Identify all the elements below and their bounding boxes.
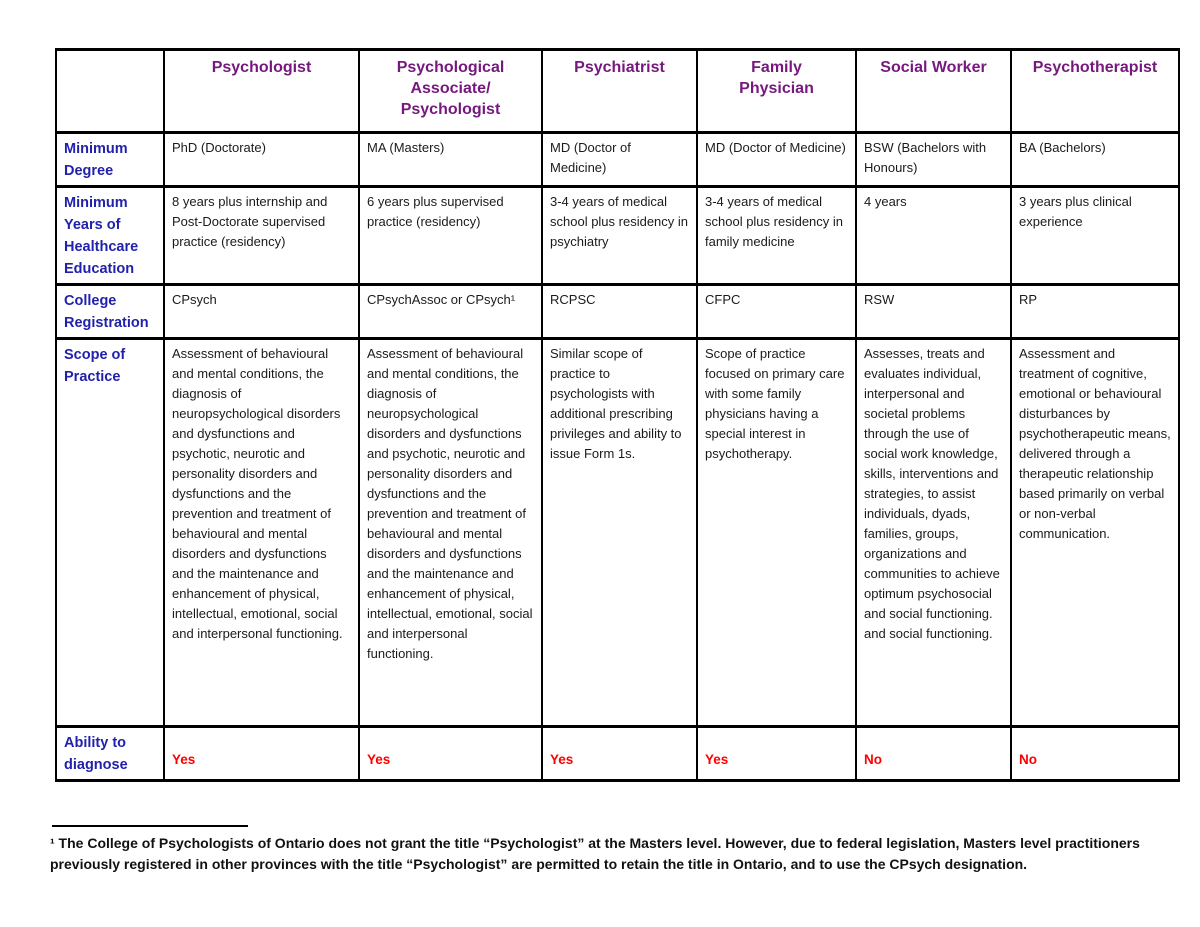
cell-min-years-psychological-associate: 6 years plus supervised practice (reside… [358, 185, 543, 286]
cell-min-degree-social-worker: BSW (Bachelors with Honours) [855, 131, 1012, 188]
cell-scope-family-physician: Scope of practice focused on primary car… [696, 337, 857, 728]
cell-registration-psychotherapist: RP [1010, 283, 1180, 340]
cell-registration-psychological-associate: CPsychAssoc or CPsych¹ [358, 283, 543, 340]
cell-min-years-psychotherapist: 3 years plus clinical experience [1010, 185, 1180, 286]
cell-scope-psychological-associate: Assessment of behavioural and mental con… [358, 337, 543, 728]
column-header-psychotherapist: Psychotherapist [1010, 48, 1180, 134]
cell-registration-psychiatrist: RCPSC [541, 283, 698, 340]
cell-registration-social-worker: RSW [855, 283, 1012, 340]
cell-min-degree-psychiatrist: MD (Doctor of Medicine) [541, 131, 698, 188]
row-minimum-degree: Minimum Degree PhD (Doctorate) MA (Maste… [55, 131, 1180, 188]
row-minimum-years: Minimum Years of Healthcare Education 8 … [55, 185, 1180, 286]
cell-diagnose-psychologist: Yes [163, 725, 360, 782]
row-label-minimum-degree: Minimum Degree [55, 131, 165, 188]
column-header-social-worker: Social Worker [855, 48, 1012, 134]
column-header-family-physician: Family Physician [696, 48, 857, 134]
cell-min-degree-psychologist: PhD (Doctorate) [163, 131, 360, 188]
column-header-psychiatrist: Psychiatrist [541, 48, 698, 134]
cell-diagnose-psychiatrist: Yes [541, 725, 698, 782]
cell-min-degree-family-physician: MD (Doctor of Medicine) [696, 131, 857, 188]
cell-min-degree-psychotherapist: BA (Bachelors) [1010, 131, 1180, 188]
cell-diagnose-social-worker: No [855, 725, 1012, 782]
cell-diagnose-psychotherapist: No [1010, 725, 1180, 782]
corner-cell [55, 48, 165, 134]
row-label-ability-to-diagnose: Ability to diagnose [55, 725, 165, 782]
cell-min-years-social-worker: 4 years [855, 185, 1012, 286]
row-ability-to-diagnose: Ability to diagnose Yes Yes Yes Yes No N… [55, 725, 1180, 782]
cell-min-years-psychiatrist: 3-4 years of medical school plus residen… [541, 185, 698, 286]
cell-scope-psychiatrist: Similar scope of practice to psychologis… [541, 337, 698, 728]
cell-diagnose-psychological-associate: Yes [358, 725, 543, 782]
cell-diagnose-family-physician: Yes [696, 725, 857, 782]
row-label-college-registration: College Registration [55, 283, 165, 340]
profession-comparison-table: Psychologist Psychological Associate/ Ps… [55, 48, 1180, 782]
header-row: Psychologist Psychological Associate/ Ps… [55, 48, 1180, 134]
row-label-scope-of-practice: Scope of Practice [55, 337, 165, 728]
footnote-separator-line [52, 825, 248, 827]
cell-registration-psychologist: CPsych [163, 283, 360, 340]
cell-min-degree-psychological-associate: MA (Masters) [358, 131, 543, 188]
footnote-text: ¹ The College of Psychologists of Ontari… [50, 835, 1140, 872]
cell-scope-social-worker: Assesses, treats and evaluates individua… [855, 337, 1012, 728]
row-college-registration: College Registration CPsych CPsychAssoc … [55, 283, 1180, 340]
column-header-psychologist: Psychologist [163, 48, 360, 134]
row-scope-of-practice: Scope of Practice Assessment of behaviou… [55, 337, 1180, 728]
cell-scope-psychotherapist: Assessment and treatment of cognitive, e… [1010, 337, 1180, 728]
row-label-minimum-years: Minimum Years of Healthcare Education [55, 185, 165, 286]
cell-min-years-psychologist: 8 years plus internship and Post-Doctora… [163, 185, 360, 286]
cell-min-years-family-physician: 3-4 years of medical school plus residen… [696, 185, 857, 286]
cell-scope-psychologist: Assessment of behavioural and mental con… [163, 337, 360, 728]
column-header-psychological-associate: Psychological Associate/ Psychologist [358, 48, 543, 134]
cell-registration-family-physician: CFPC [696, 283, 857, 340]
